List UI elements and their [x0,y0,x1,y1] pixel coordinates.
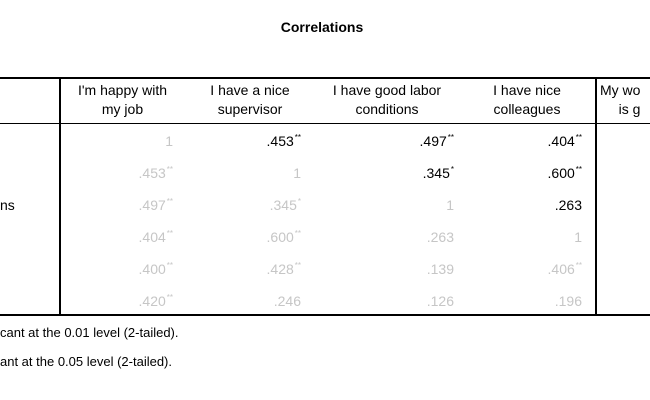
table-bottom-border [0,314,650,316]
cell-value: .263 [554,197,582,213]
footnote: ant at the 0.05 level (2-tailed). [0,354,172,369]
significance-mark: ** [575,133,582,142]
cell-value: .600 [266,229,294,245]
cell-value: .453 [138,165,166,181]
significance-mark: * [450,165,454,174]
table-cell: .600** [267,221,301,253]
cell-value: .400 [138,261,166,277]
table-cell: .404** [139,221,173,253]
significance-mark: ** [575,261,582,270]
cell-value: 1 [165,133,173,149]
cell-value: .420 [138,293,166,309]
table-cell: .497** [420,125,454,157]
cell-value: 1 [574,229,582,245]
cell-value: .126 [426,293,454,309]
column-header: I have good labor conditions [332,82,442,117]
table-cell: .139 [427,253,454,285]
table-cell: .428** [267,253,301,285]
table-top-border [0,77,650,79]
table-cell: 1 [574,221,582,253]
table-cell: .345* [423,157,454,189]
significance-mark: ** [166,229,173,238]
footnote: cant at the 0.01 level (2-tailed). [0,325,179,340]
cell-value: .263 [426,229,454,245]
significance-mark: ** [166,261,173,270]
row-label: ns [0,197,15,213]
significance-mark: ** [575,165,582,174]
table-cell: .406** [548,253,582,285]
column-header: I have nice colleagues [493,82,561,117]
cell-value: .139 [426,261,454,277]
table-cell: .263 [427,221,454,253]
significance-mark: ** [294,133,301,142]
table-cell: .263 [555,189,582,221]
cell-value: .196 [554,293,582,309]
table-cell: .600** [548,157,582,189]
cell-value: .345 [422,165,450,181]
cell-value: .406 [547,261,575,277]
significance-mark: ** [294,261,301,270]
significance-mark: ** [294,229,301,238]
significance-mark: ** [447,133,454,142]
table-cell: .246 [274,285,301,317]
column-header: I'm happy with my job [77,82,168,117]
cell-value: .246 [273,293,301,309]
table-cell: .453** [267,125,301,157]
cell-value: .404 [547,133,575,149]
page-title: Correlations [280,19,364,35]
cell-value: .497 [419,133,447,149]
column-header: I have a nice supervisor [210,82,290,117]
table-cell: .196 [555,285,582,317]
table-cell: 1 [446,189,454,221]
significance-mark: * [297,197,301,206]
table-cell: .345* [270,189,301,221]
column-divider [59,77,61,316]
cell-value: .345 [269,197,297,213]
header-divider [0,123,650,124]
table-cell: .420** [139,285,173,317]
significance-mark: ** [166,293,173,302]
table-cell: .126 [427,285,454,317]
significance-mark: ** [166,197,173,206]
table-cell: .400** [139,253,173,285]
table-cell: .404** [548,125,582,157]
cell-value: .600 [547,165,575,181]
column-header: My wo is g [600,82,641,117]
table-cell: .497** [139,189,173,221]
cell-value: .453 [266,133,294,149]
table-cell: 1 [165,125,173,157]
cell-value: 1 [446,197,454,213]
column-divider [595,77,597,316]
significance-mark: ** [166,165,173,174]
table-cell: 1 [293,157,301,189]
cell-value: .497 [138,197,166,213]
cell-value: .404 [138,229,166,245]
cell-value: 1 [293,165,301,181]
table-cell: .453** [139,157,173,189]
cell-value: .428 [266,261,294,277]
